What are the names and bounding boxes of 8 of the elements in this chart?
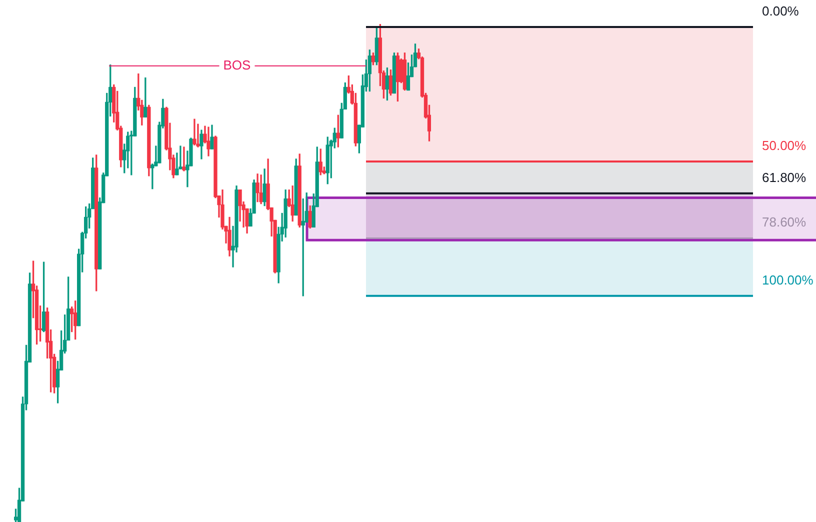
text: 0.00% bbox=[762, 4, 800, 19]
text: 61.80% bbox=[762, 170, 807, 185]
candlestick bbox=[192, 118, 196, 146]
text: 78.60% bbox=[762, 214, 807, 230]
candlestick bbox=[182, 146, 186, 172]
text: 50.00% bbox=[762, 138, 807, 154]
ref-line-label: BOS bbox=[223, 57, 252, 72]
text: 100.00% bbox=[762, 272, 814, 288]
